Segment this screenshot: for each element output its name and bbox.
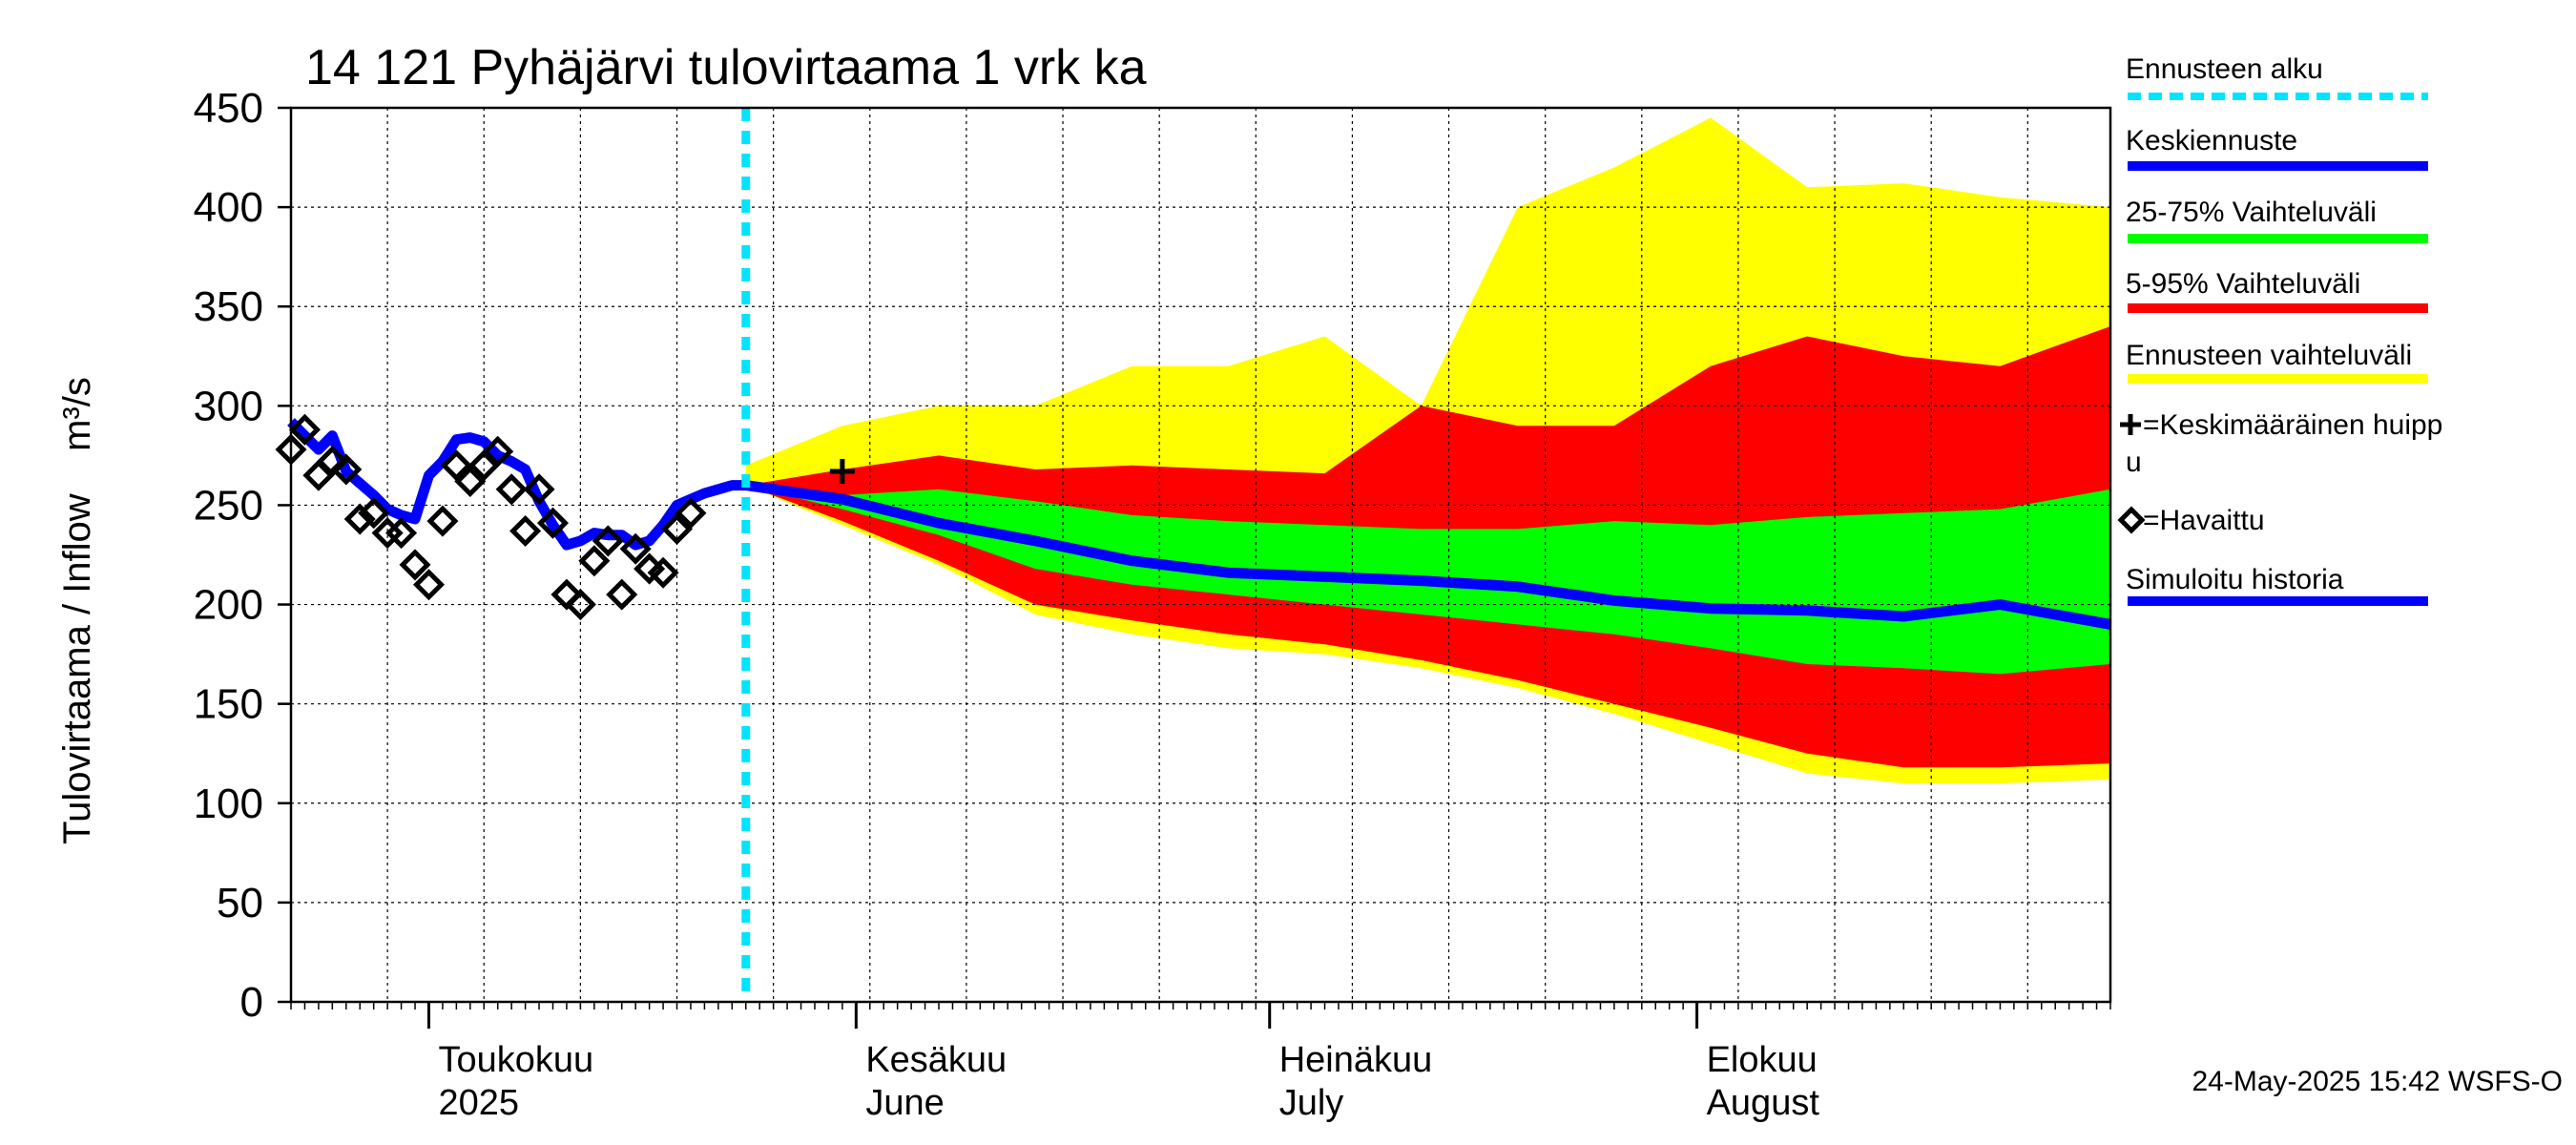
mean-forecast-line xyxy=(745,480,2111,630)
legend-label: 5-95% Vaihteluväli xyxy=(2126,268,2360,300)
x-month-label: Heinäkuu xyxy=(1279,1040,1433,1080)
observed-point xyxy=(647,556,679,589)
legend-peak-symbol xyxy=(2120,414,2141,435)
y-axis-label: Tulovirtaama / Inflow m³/s xyxy=(56,377,98,844)
y-tick-label: 400 xyxy=(194,184,263,231)
y-tick-label: 50 xyxy=(217,880,263,926)
observed-point xyxy=(536,507,570,539)
observed-point xyxy=(551,578,583,611)
observed-point xyxy=(454,465,487,497)
observed-point xyxy=(495,473,528,506)
legend-label: Ennusteen vaihteluväli xyxy=(2126,340,2412,371)
observed-point xyxy=(606,578,638,611)
legend-label: =Keskimääräinen huipp xyxy=(2143,409,2442,441)
y-tick-label: 100 xyxy=(194,781,263,827)
legend-label: Ennusteen alku xyxy=(2126,53,2323,85)
observed-point xyxy=(619,532,652,565)
legend-label: =Havaittu xyxy=(2143,505,2265,536)
observed-point xyxy=(482,435,514,468)
legend-label: Simuloitu historia xyxy=(2126,564,2344,595)
x-month-label: Kesäkuu xyxy=(865,1040,1007,1080)
legend-observed-symbol xyxy=(2117,506,2146,534)
y-tick-label: 250 xyxy=(194,482,263,529)
observed-markers xyxy=(275,413,855,621)
legend: Ennusteen alku Keskiennuste 25-75% Vaihtel… xyxy=(2117,53,2442,606)
chart-title: 14 121 Pyhäjärvi tulovirtaama 1 vrk ka xyxy=(305,40,1147,95)
y-tick-label: 0 xyxy=(240,979,263,1026)
observed-point xyxy=(523,473,555,506)
observed-point xyxy=(385,517,418,550)
x-month-label-secondary: August xyxy=(1707,1083,1820,1123)
observed-point xyxy=(440,449,472,482)
observed-point xyxy=(509,514,542,548)
x-month-label-secondary: June xyxy=(865,1083,944,1123)
observed-point xyxy=(358,497,390,530)
observed-point xyxy=(330,453,363,486)
y-tick-label: 350 xyxy=(194,283,263,330)
y-tick-label: 150 xyxy=(194,681,263,728)
observed-point xyxy=(288,413,321,446)
timestamp-label: 24-May-2025 15:42 WSFS-O xyxy=(2192,1066,2564,1097)
grid-lines xyxy=(291,108,2110,1002)
observed-point xyxy=(675,497,707,530)
observed-point xyxy=(412,569,446,601)
legend-label-continued: u xyxy=(2126,447,2142,478)
observed-point xyxy=(343,503,376,535)
y-axis: 0 50 100 150 200 250 300 350 400 450 xyxy=(194,85,291,1026)
y-tick-label: 200 xyxy=(194,582,263,629)
x-month-label: Elokuu xyxy=(1707,1040,1818,1080)
observed-point xyxy=(426,505,459,537)
legend-label: 25-75% Vaihteluväli xyxy=(2126,197,2377,228)
observed-point xyxy=(399,549,431,581)
peak-marker xyxy=(829,459,855,485)
observed-point xyxy=(660,512,694,545)
observed-point xyxy=(564,589,596,621)
observed-point xyxy=(578,545,611,577)
series-lines xyxy=(287,108,2111,1002)
x-month-label-secondary: 2025 xyxy=(438,1083,519,1123)
x-month-label-secondary: July xyxy=(1279,1083,1344,1123)
legend-label: Keskiennuste xyxy=(2126,125,2297,156)
x-month-label: Toukokuu xyxy=(438,1040,593,1080)
simulated-history-line xyxy=(287,418,746,551)
y-tick-label: 450 xyxy=(194,85,263,132)
y-tick-label: 300 xyxy=(194,383,263,429)
observed-point xyxy=(592,525,624,557)
observed-point xyxy=(316,446,348,478)
